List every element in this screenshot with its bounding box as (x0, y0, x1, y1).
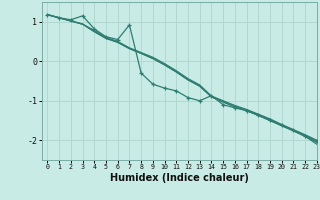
X-axis label: Humidex (Indice chaleur): Humidex (Indice chaleur) (110, 173, 249, 183)
